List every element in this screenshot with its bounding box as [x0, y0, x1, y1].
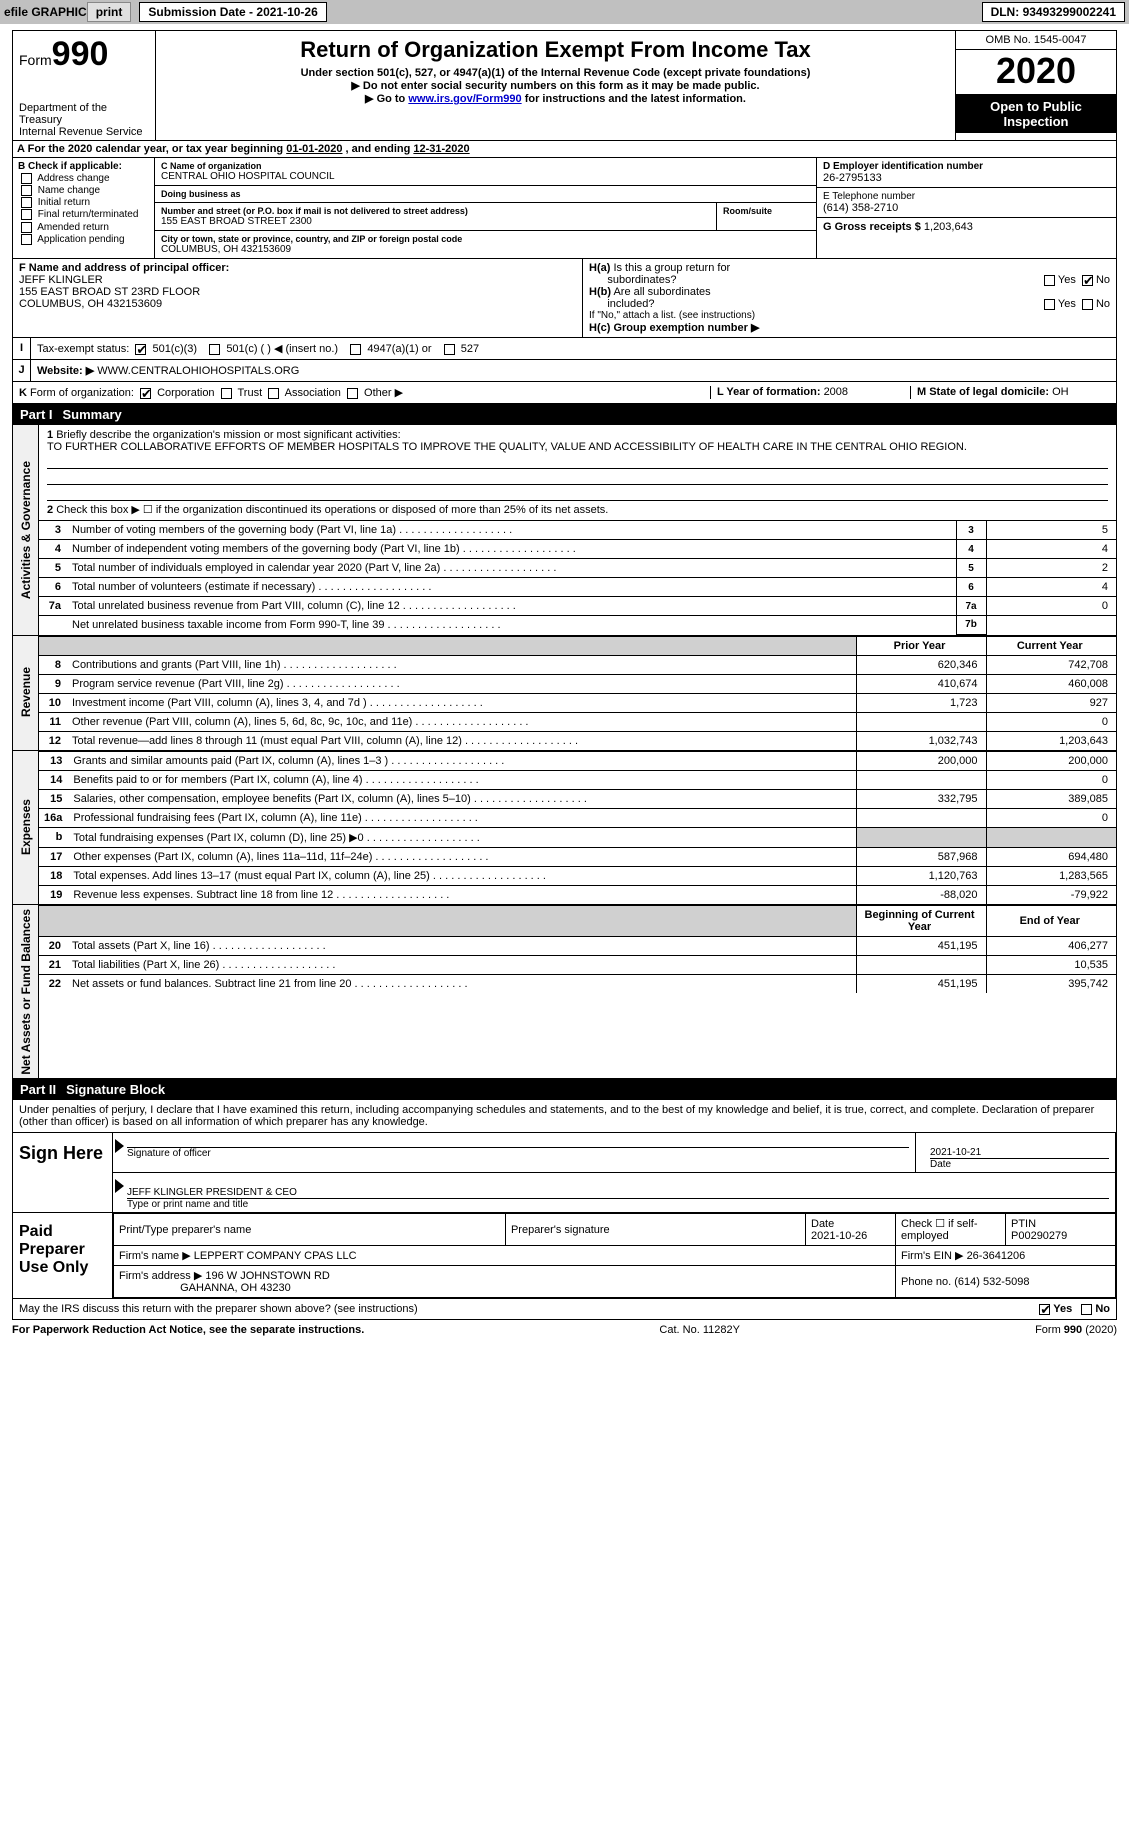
table-row: 12Total revenue—add lines 8 through 11 (…: [39, 731, 1116, 750]
form-header: Form990 Department of the Treasury Inter…: [12, 30, 1117, 141]
signature-of-officer: Signature of officer: [113, 1133, 916, 1172]
principal-officer-row: F Name and address of principal officer:…: [12, 259, 1117, 338]
tax-year-line: A For the 2020 calendar year, or tax yea…: [12, 141, 1117, 158]
box-c-city: City or town, state or province, country…: [155, 231, 816, 258]
chk-527[interactable]: [444, 344, 455, 355]
signature-date: 2021-10-21 Date: [916, 1133, 1116, 1172]
box-c-dba: Doing business as: [155, 186, 816, 203]
signature-block: Under penalties of perjury, I declare th…: [12, 1100, 1117, 1320]
form-subtitle: Under section 501(c), 527, or 4947(a)(1)…: [162, 67, 949, 79]
part1-header: Part I Summary: [12, 404, 1117, 425]
row-i-tax-exempt: I Tax-exempt status: 501(c)(3) 501(c) ( …: [12, 338, 1117, 360]
form-instruction-2: ▶ Go to www.irs.gov/Form990 for instruct…: [162, 92, 949, 105]
table-row: 19Revenue less expenses. Subtract line 1…: [39, 885, 1116, 904]
top-bar: efile GRAPHIC print Submission Date - 20…: [0, 0, 1129, 24]
box-hb: H(b) Are all subordinates included? Yes …: [589, 286, 1110, 321]
row-j-website: J Website: ▶ WWW.CENTRALOHIOHOSPITALS.OR…: [12, 360, 1117, 382]
table-row: 8Contributions and grants (Part VIII, li…: [39, 655, 1116, 674]
box-c-address: Number and street (or P.O. box if mail i…: [155, 203, 716, 231]
governance-table: 3Number of voting members of the governi…: [39, 520, 1116, 635]
summary-revenue: Revenue Prior YearCurrent Year8Contribut…: [12, 636, 1117, 751]
chk-final-return[interactable]: Final return/terminated: [18, 209, 149, 220]
chk-initial-return[interactable]: Initial return: [18, 197, 149, 208]
table-row: 14Benefits paid to or for members (Part …: [39, 770, 1116, 789]
entity-info-section: B Check if applicable: Address change Na…: [12, 158, 1117, 259]
dept-label: Department of the Treasury Internal Reve…: [19, 102, 149, 138]
form-number: 990: [52, 35, 109, 73]
table-row: 20Total assets (Part X, line 16)451,1954…: [39, 936, 1116, 955]
row-k-form-of-org: K Form of organization: Corporation Trus…: [12, 382, 1117, 404]
table-row: bTotal fundraising expenses (Part IX, co…: [39, 827, 1116, 847]
table-row: 5Total number of individuals employed in…: [39, 559, 1116, 578]
officer-name: JEFF KLINGLER PRESIDENT & CEO Type or pr…: [113, 1173, 1116, 1212]
box-c-name: C Name of organization CENTRAL OHIO HOSP…: [155, 158, 816, 186]
part2-header: Part II Signature Block: [12, 1079, 1117, 1100]
box-c-room: Room/suite: [716, 203, 816, 231]
chk-corporation[interactable]: [140, 388, 151, 399]
chk-address-change[interactable]: Address change: [18, 173, 149, 184]
table-row: Net unrelated business taxable income fr…: [39, 616, 1116, 635]
chk-discuss-no[interactable]: [1081, 1304, 1092, 1315]
table-row: 7aTotal unrelated business revenue from …: [39, 597, 1116, 616]
table-row: 22Net assets or fund balances. Subtract …: [39, 974, 1116, 993]
table-row: 4Number of independent voting members of…: [39, 540, 1116, 559]
summary-governance: Activities & Governance 1 Briefly descri…: [12, 425, 1117, 636]
tax-year: 2020: [956, 50, 1116, 95]
table-row: 9Program service revenue (Part VIII, lin…: [39, 674, 1116, 693]
form-instruction-1: ▶ Do not enter social security numbers o…: [162, 79, 949, 92]
chk-app-pending[interactable]: Application pending: [18, 234, 149, 245]
box-ha: H(a) Is this a group return for subordin…: [589, 262, 1110, 286]
expenses-table: 13Grants and similar amounts paid (Part …: [39, 751, 1116, 904]
table-row: 15Salaries, other compensation, employee…: [39, 789, 1116, 808]
chk-discuss-yes[interactable]: [1039, 1304, 1050, 1315]
irs-form990-link[interactable]: www.irs.gov/Form990: [408, 93, 521, 105]
chk-501c3[interactable]: [135, 344, 146, 355]
omb-number: OMB No. 1545-0047: [956, 31, 1116, 50]
form-word: Form: [19, 52, 52, 68]
summary-expenses: Expenses 13Grants and similar amounts pa…: [12, 751, 1117, 905]
preparer-table: Print/Type preparer's name Preparer's si…: [113, 1213, 1116, 1298]
table-row: 18Total expenses. Add lines 13–17 (must …: [39, 866, 1116, 885]
dln-label: DLN: 93493299002241: [982, 2, 1125, 22]
box-e-phone: E Telephone number (614) 358-2710: [817, 188, 1116, 218]
table-row: 3Number of voting members of the governi…: [39, 521, 1116, 540]
chk-association[interactable]: [268, 388, 279, 399]
chk-other[interactable]: [347, 388, 358, 399]
box-b: B Check if applicable: Address change Na…: [13, 158, 155, 258]
row-m-state: M State of legal domicile: OH: [910, 386, 1110, 399]
chk-trust[interactable]: [221, 388, 232, 399]
summary-net-assets: Net Assets or Fund Balances Beginning of…: [12, 905, 1117, 1080]
table-row: 10Investment income (Part VIII, column (…: [39, 693, 1116, 712]
revenue-table: Prior YearCurrent Year8Contributions and…: [39, 636, 1116, 750]
table-row: 21Total liabilities (Part X, line 26)10,…: [39, 955, 1116, 974]
chk-4947[interactable]: [350, 344, 361, 355]
net-assets-table: Beginning of Current YearEnd of Year20To…: [39, 905, 1116, 993]
mission-text: TO FURTHER COLLABORATIVE EFFORTS OF MEMB…: [47, 441, 967, 453]
box-hc: H(c) Group exemption number ▶: [589, 321, 1110, 334]
table-row: 13Grants and similar amounts paid (Part …: [39, 751, 1116, 770]
print-button[interactable]: print: [87, 2, 132, 22]
chk-amended[interactable]: Amended return: [18, 222, 149, 233]
table-row: 16aProfessional fundraising fees (Part I…: [39, 808, 1116, 827]
table-row: 17Other expenses (Part IX, column (A), l…: [39, 847, 1116, 866]
box-g-gross: G Gross receipts $ 1,203,643: [817, 218, 1116, 236]
chk-501c[interactable]: [209, 344, 220, 355]
form-title: Return of Organization Exempt From Incom…: [162, 37, 949, 63]
submission-label: Submission Date - 2021-10-26: [139, 2, 326, 22]
table-row: 11Other revenue (Part VIII, column (A), …: [39, 712, 1116, 731]
efile-label: efile GRAPHIC: [4, 5, 87, 19]
box-d-ein: D Employer identification number 26-2795…: [817, 158, 1116, 188]
discuss-row: May the IRS discuss this return with the…: [13, 1298, 1116, 1319]
open-to-public: Open to Public Inspection: [956, 95, 1116, 133]
row-l-year: L Year of formation: 2008: [710, 386, 910, 399]
chk-name-change[interactable]: Name change: [18, 185, 149, 196]
table-row: 6Total number of volunteers (estimate if…: [39, 578, 1116, 597]
footer: For Paperwork Reduction Act Notice, see …: [12, 1320, 1117, 1336]
